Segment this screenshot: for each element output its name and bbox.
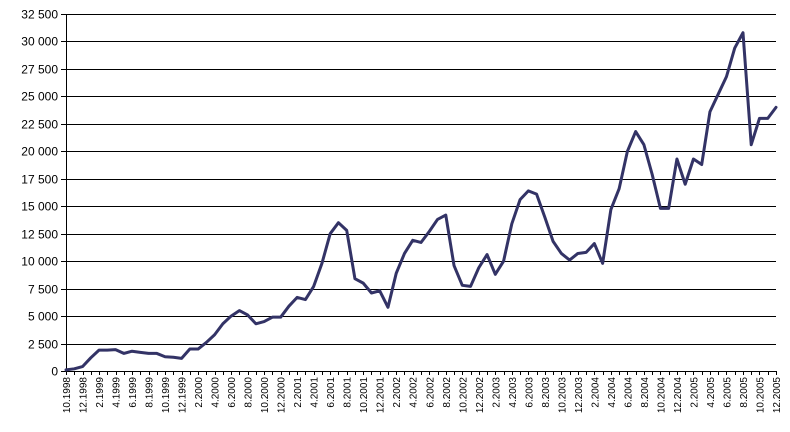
y-tick-label: 22 500 <box>21 118 58 132</box>
x-tick-label: 12.2005 <box>772 377 783 414</box>
x-axis-tick-labels: 10.1998 12.1998 2.1999 4.1999 6.1999 8.1999 10… <box>62 371 783 413</box>
x-tick-label: 4.2001 <box>310 377 321 408</box>
x-tick-label: 8.2004 <box>640 377 651 408</box>
y-tick-label: 27 500 <box>21 63 58 77</box>
y-tick-label: 0 <box>51 365 58 379</box>
x-tick-label: 8.2003 <box>541 377 552 408</box>
series-lines <box>64 31 778 372</box>
x-tick-label: 6.1999 <box>128 377 139 408</box>
y-tick-label: 25 000 <box>21 90 58 104</box>
x-tick-label: 4.2004 <box>607 377 618 408</box>
x-tick-label: 12.2001 <box>376 377 387 414</box>
x-tick-label: 8.2002 <box>442 377 453 408</box>
y-tick-label: 7 500 <box>28 283 58 297</box>
x-tick-label: 4.2002 <box>409 377 420 408</box>
x-tick-label: 10.2001 <box>359 377 370 414</box>
x-tick-label: 10.1998 <box>62 377 73 414</box>
gridlines <box>66 14 776 372</box>
x-tick-label: 8.2005 <box>739 377 750 408</box>
y-tick-label: 15 000 <box>21 200 58 214</box>
x-tick-label: 4.2000 <box>211 377 222 408</box>
x-tick-label: 4.1999 <box>112 377 123 408</box>
x-tick-label: 6.2000 <box>227 377 238 408</box>
x-tick-label: 12.1999 <box>178 377 189 414</box>
x-tick-label: 6.2004 <box>623 377 634 408</box>
x-tick-label: 6.2005 <box>722 377 733 408</box>
x-tick-label: 2.2000 <box>194 377 205 408</box>
x-tick-label: 4.2005 <box>706 377 717 408</box>
y-tick-label: 17 500 <box>21 173 58 187</box>
x-tick-label: 2.2003 <box>491 377 502 408</box>
x-tick-label: 10.2000 <box>260 377 271 414</box>
y-tick-label: 10 000 <box>21 255 58 269</box>
x-tick-label: 12.2004 <box>673 377 684 414</box>
x-tick-label: 6.2001 <box>326 377 337 408</box>
x-tick-label: 12.2003 <box>574 377 585 414</box>
y-tick-label: 12 500 <box>21 228 58 242</box>
axes <box>66 14 776 372</box>
y-tick-label: 20 000 <box>21 145 58 159</box>
x-tick-label: 2.2002 <box>392 377 403 408</box>
x-tick-label: 4.2003 <box>508 377 519 408</box>
x-tick-label: 8.2000 <box>244 377 255 408</box>
x-tick-label: 2.1999 <box>95 377 106 408</box>
x-tick-label: 10.2005 <box>755 377 766 414</box>
x-tick-label: 12.2000 <box>277 377 288 414</box>
y-tick-label: 30 000 <box>21 35 58 49</box>
x-tick-label: 6.2002 <box>425 377 436 408</box>
x-tick-label: 6.2003 <box>524 377 535 408</box>
x-tick-label: 12.1998 <box>79 377 90 414</box>
y-tick-label: 32 500 <box>21 8 58 22</box>
series-line <box>64 31 778 372</box>
y-tick-label: 2 500 <box>28 338 58 352</box>
y-tick-label: 5 000 <box>28 310 58 324</box>
x-tick-label: 2.2004 <box>590 377 601 408</box>
x-tick-label: 2.2001 <box>293 377 304 408</box>
x-tick-label: 2.2005 <box>689 377 700 408</box>
x-tick-label: 8.2001 <box>343 377 354 408</box>
x-tick-label: 10.2004 <box>656 377 667 414</box>
x-tick-label: 8.1999 <box>145 377 156 408</box>
x-tick-label: 12.2002 <box>475 377 486 414</box>
x-tick-label: 10.1999 <box>161 377 172 414</box>
x-tick-label: 10.2003 <box>557 377 568 414</box>
y-axis-tick-labels: 0 2 500 5 000 7 500 10 000 12 500 15 000 17 500… <box>21 8 66 379</box>
x-tick-label: 10.2002 <box>458 377 469 414</box>
